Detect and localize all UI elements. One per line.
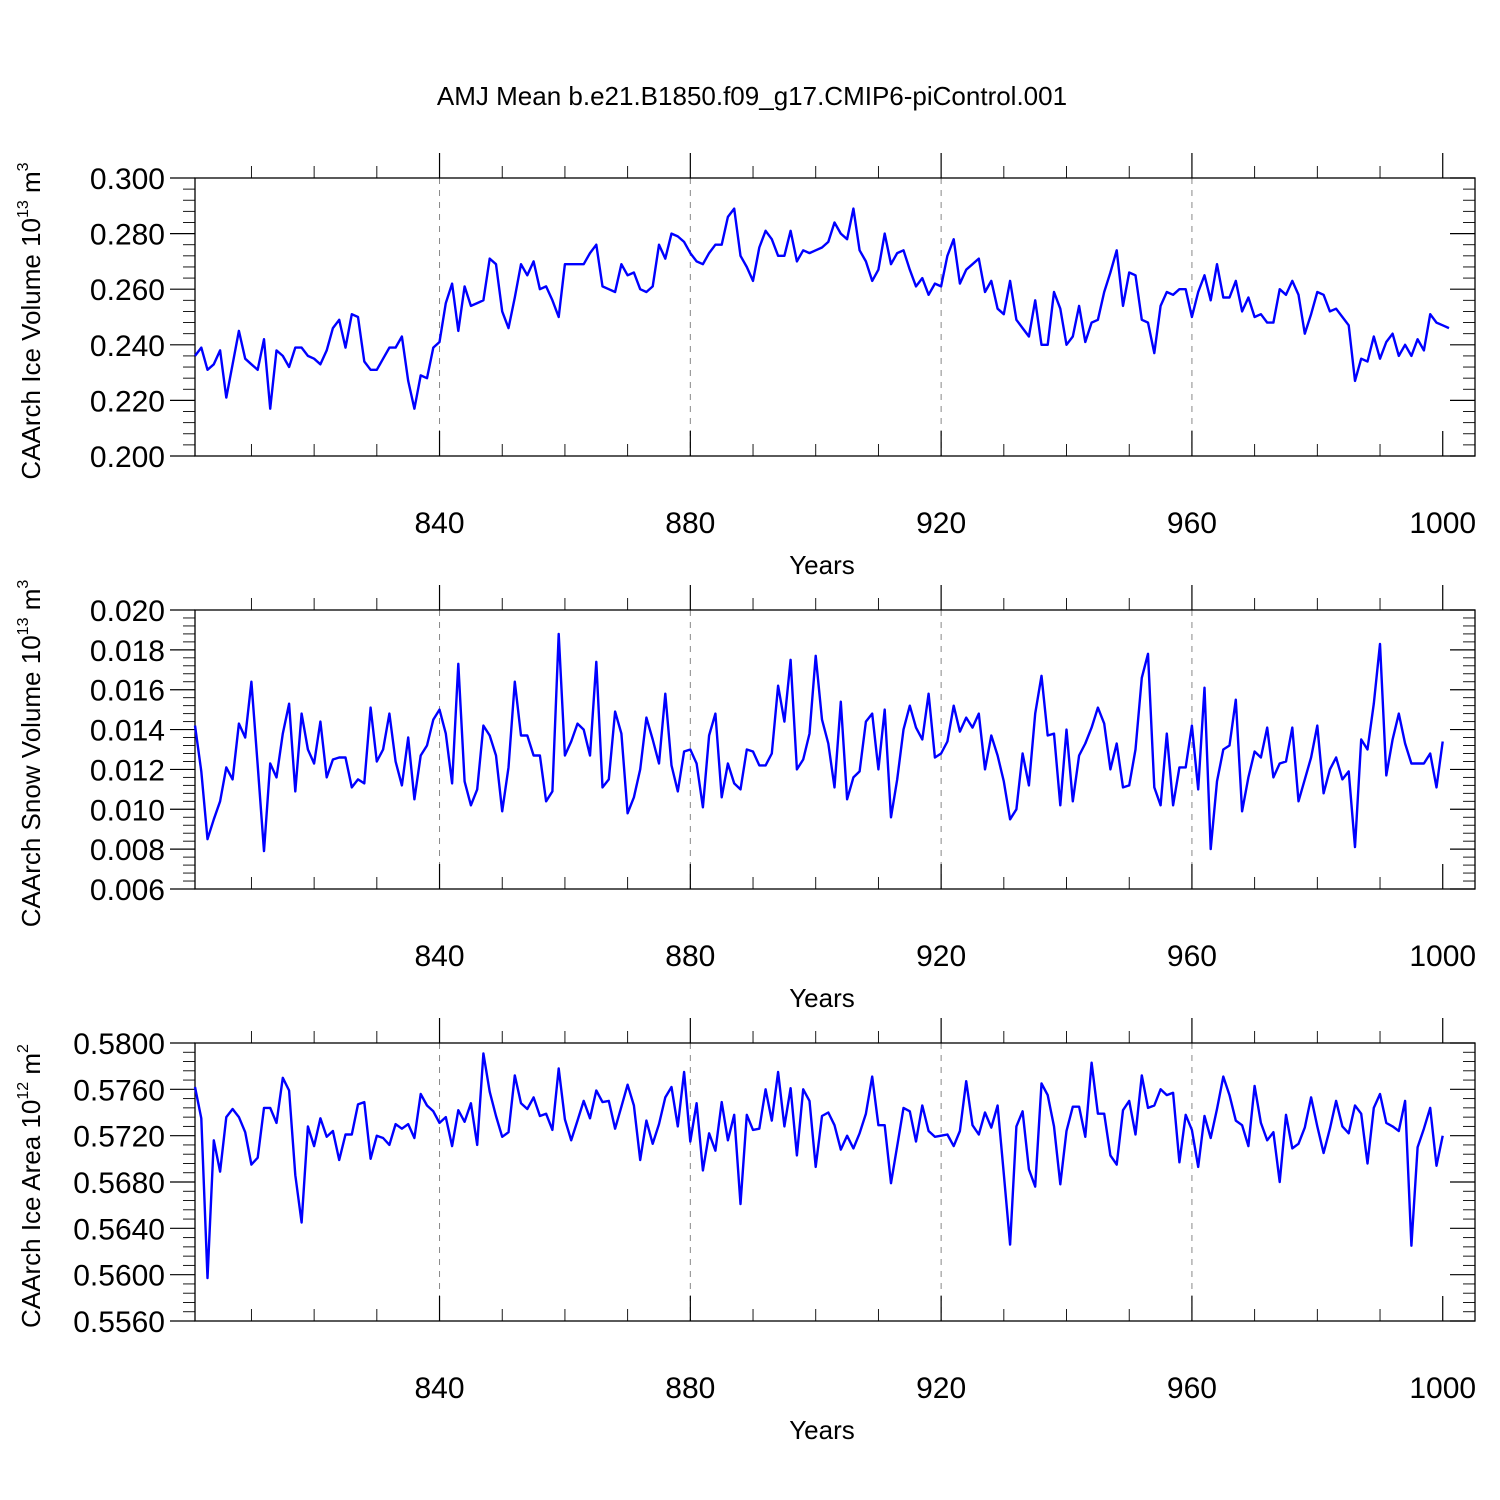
y-tick-label: 0.5800 xyxy=(73,1028,165,1061)
plot-frame xyxy=(194,609,1476,890)
y-tick-label: 0.5600 xyxy=(73,1260,165,1293)
panel-1: 0.200 0.220 0.240 0.260 0.280 0.300 840 880 920 9… xyxy=(15,153,1476,580)
y-tick-label: 0.240 xyxy=(90,330,165,363)
x-tick-label: 1000 xyxy=(1409,1372,1476,1405)
chart-title: AMJ Mean b.e21.B1850.f09_g17.CMIP6-piCon… xyxy=(437,81,1067,111)
x-axis-title: Years xyxy=(789,983,855,1013)
x-tick-label: 960 xyxy=(1167,940,1217,973)
x-axis-title: Years xyxy=(789,1415,855,1445)
y-tick-label: 0.5760 xyxy=(73,1074,165,1107)
y-tick-label: 0.5560 xyxy=(73,1306,165,1339)
x-tick-label: 880 xyxy=(665,507,715,540)
x-tick-label: 920 xyxy=(916,940,966,973)
series-line xyxy=(193,1052,1444,1280)
x-tick-label: 1000 xyxy=(1409,507,1476,540)
y-tick-label: 0.5640 xyxy=(73,1213,165,1246)
series-line xyxy=(194,207,1450,410)
x-axis-title: Years xyxy=(789,550,855,580)
y-axis-title: CAArch Ice Area 1012 m2 xyxy=(15,1044,46,1328)
series-line xyxy=(193,632,1444,853)
chart-panels: 0.200 0.220 0.240 0.260 0.280 0.300 840 880 920 9… xyxy=(15,153,1476,1445)
y-tick-label: 0.300 xyxy=(90,163,165,196)
plot-frame xyxy=(194,177,1476,457)
x-tick-label: 840 xyxy=(414,1372,464,1405)
x-tick-label: 920 xyxy=(916,1372,966,1405)
x-tick-label: 960 xyxy=(1167,1372,1217,1405)
y-tick-label: 0.008 xyxy=(90,834,165,867)
y-tick-label: 0.200 xyxy=(90,441,165,474)
panel-2: 0.006 0.008 0.010 0.012 0.014 0.016 0.018 0.020… xyxy=(15,580,1476,1013)
y-tick-label: 0.016 xyxy=(90,675,165,708)
y-tick-label: 0.5720 xyxy=(73,1121,165,1154)
y-tick-label: 0.5680 xyxy=(73,1167,165,1200)
panel-3: 0.5560 0.5600 0.5640 0.5680 0.5720 0.5760 0.58… xyxy=(15,1018,1476,1445)
y-tick-label: 0.006 xyxy=(90,874,165,907)
y-axis-title: CAArch Snow Volume 1013 m3 xyxy=(15,580,46,928)
y-tick-label: 0.012 xyxy=(90,754,165,787)
y-tick-label: 0.220 xyxy=(90,385,165,418)
x-tick-label: 1000 xyxy=(1409,940,1476,973)
x-tick-label: 840 xyxy=(414,940,464,973)
x-tick-label: 880 xyxy=(665,1372,715,1405)
x-tick-label: 920 xyxy=(916,507,966,540)
y-tick-label: 0.014 xyxy=(90,715,165,748)
y-tick-label: 0.260 xyxy=(90,274,165,307)
y-axis-title: CAArch Ice Volume 1013 m3 xyxy=(15,162,46,479)
x-tick-label: 880 xyxy=(665,940,715,973)
x-tick-label: 960 xyxy=(1167,507,1217,540)
x-tick-label: 840 xyxy=(414,507,464,540)
y-tick-label: 0.018 xyxy=(90,635,165,668)
y-tick-label: 0.010 xyxy=(90,794,165,827)
y-tick-label: 0.280 xyxy=(90,219,165,252)
y-tick-label: 0.020 xyxy=(90,595,165,628)
plot-frame xyxy=(194,1042,1476,1322)
